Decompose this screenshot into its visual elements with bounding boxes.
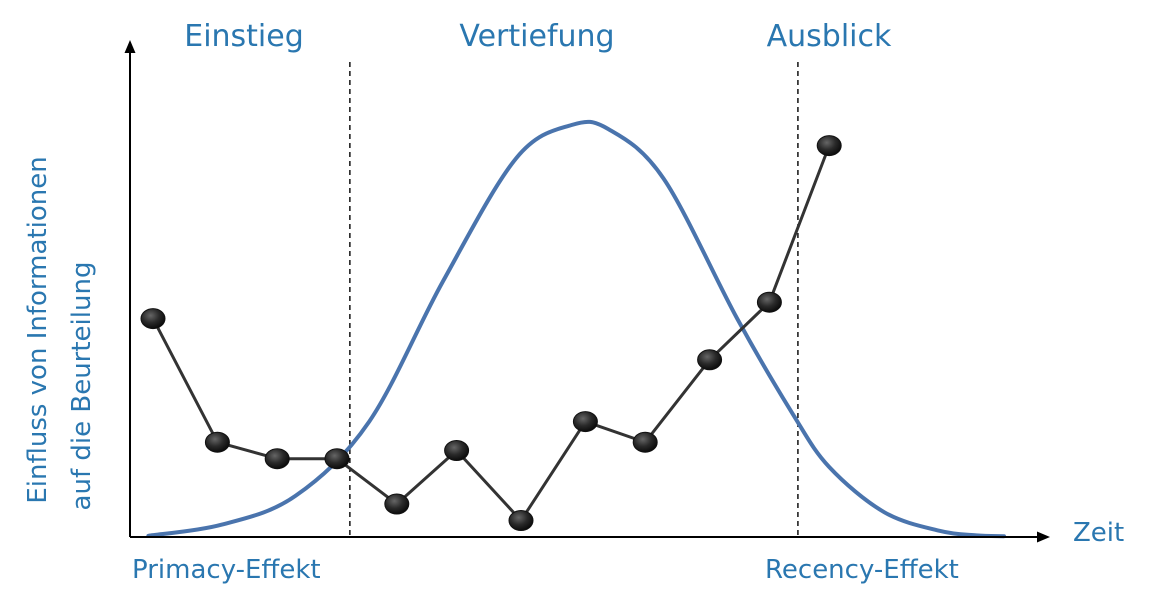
- data-point-4: [324, 448, 350, 470]
- phase-label-einstieg: Einstieg: [184, 19, 304, 54]
- data-point-8: [572, 411, 598, 433]
- y-axis-title-line-2: auf die Beurteilung: [67, 262, 97, 511]
- data-point-7: [508, 510, 534, 531]
- series-marker-line: [140, 135, 842, 531]
- x-axis-arrowhead: [1037, 531, 1050, 543]
- primacy-effect-label: Primacy-Effekt: [132, 555, 321, 585]
- series-distribution-curve: [146, 119, 1006, 539]
- data-point-10: [697, 349, 723, 371]
- data-point-9: [632, 431, 658, 453]
- phase-label-vertiefung: Vertiefung: [459, 19, 614, 54]
- marker-series-line: [151, 145, 831, 522]
- x-axis-title: Zeit: [1073, 518, 1124, 548]
- phase-label-ausblick: Ausblick: [767, 19, 892, 54]
- data-point-6: [444, 440, 470, 461]
- data-point-3: [264, 448, 290, 470]
- y-axis-title-line-1: Einfluss von Informationen: [23, 156, 53, 503]
- data-point-12: [816, 135, 842, 157]
- y-axis-arrowhead: [124, 40, 136, 53]
- data-point-2: [204, 431, 230, 453]
- distribution-curve-line: [146, 119, 1006, 539]
- recency-effect-label: Recency-Effekt: [765, 555, 959, 585]
- data-point-11: [756, 291, 782, 313]
- data-point-1: [140, 308, 166, 330]
- data-point-5: [384, 493, 410, 515]
